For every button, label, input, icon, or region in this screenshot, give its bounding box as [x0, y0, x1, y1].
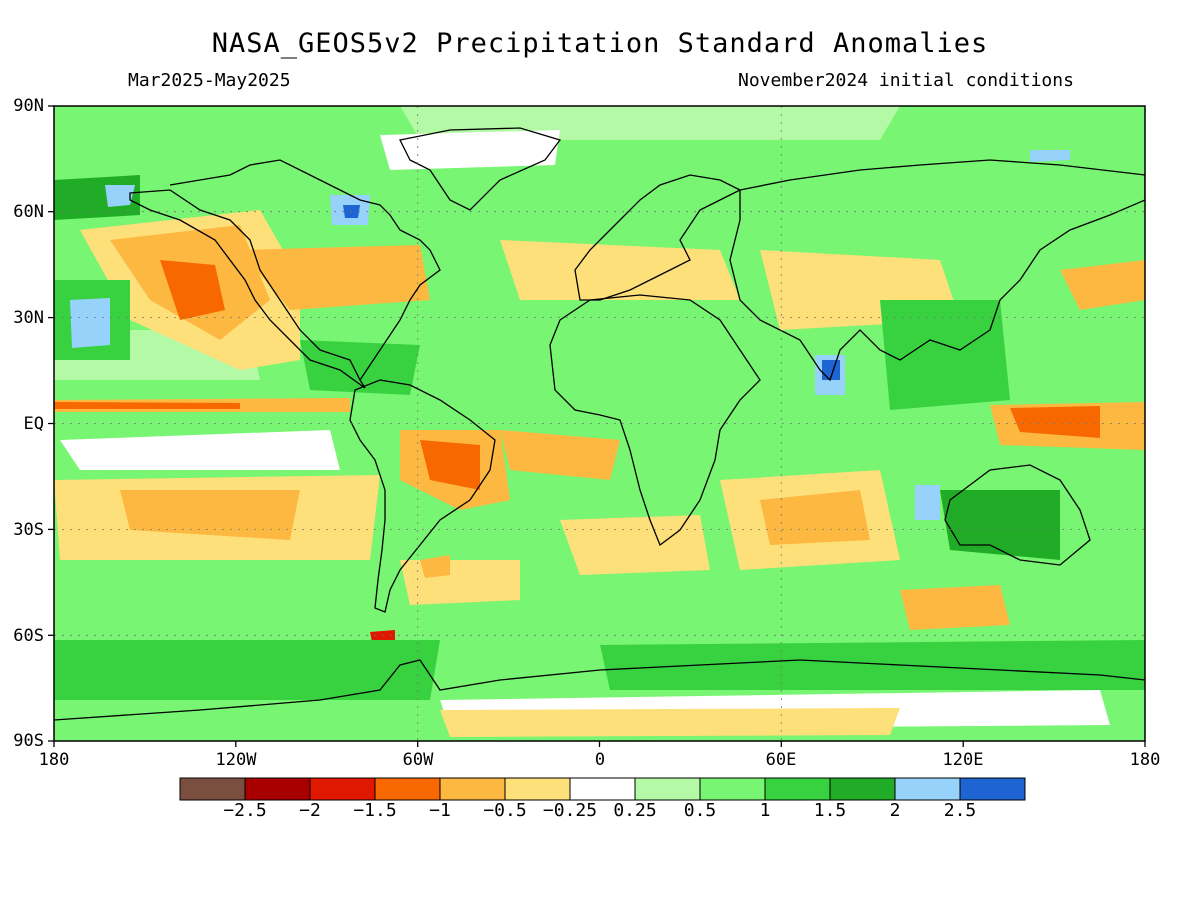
colorbar-swatch	[959, 777, 1026, 801]
colorbar-swatch	[244, 777, 311, 801]
lat-label-90s: 90S	[13, 731, 44, 751]
colorbar-swatch	[374, 777, 441, 801]
anomaly-patch	[120, 490, 300, 540]
lat-label-30n: 30N	[13, 308, 44, 328]
colorbar-label: 0.25	[613, 800, 657, 821]
anomaly-field	[54, 106, 1145, 741]
map-title: NASA_GEOS5v2 Precipitation Standard Anom…	[211, 28, 989, 59]
anomaly-patch	[54, 640, 440, 700]
anomaly-patch	[105, 185, 135, 207]
initial-conditions: November2024 initial conditions	[738, 70, 1074, 91]
colorbar-swatch	[634, 777, 701, 801]
lon-label-120w: 120W	[215, 750, 257, 770]
lat-label-60n: 60N	[13, 202, 44, 222]
anomaly-patch	[900, 585, 1010, 630]
anomaly-patch	[500, 430, 620, 480]
colorbar-label: 2.5	[943, 800, 977, 821]
colorbar-swatch	[894, 777, 961, 801]
colorbar-swatch	[699, 777, 766, 801]
colorbar-label: −2.5	[223, 800, 267, 821]
anomaly-patch	[420, 555, 450, 578]
colorbar-label: 0.5	[683, 800, 717, 821]
lat-label-60s: 60S	[13, 626, 44, 646]
lon-label-60w: 60W	[402, 750, 434, 770]
colorbar-swatch	[569, 777, 636, 801]
anomaly-patch	[560, 515, 710, 575]
lat-label-30s: 30S	[13, 520, 44, 540]
africa-coastline	[549, 294, 761, 547]
anomaly-patch	[760, 490, 870, 545]
lon-label-180w: 180	[38, 750, 70, 770]
lon-label-60e: 60E	[765, 750, 797, 770]
lon-label-120e: 120E	[942, 750, 984, 770]
anomaly-patch	[880, 300, 1010, 410]
anomaly-patch	[60, 430, 340, 470]
colorbar-swatch	[504, 777, 571, 801]
australia-coastline	[944, 464, 1091, 566]
colorbar-swatch	[179, 777, 246, 801]
south-america-coastline	[349, 379, 496, 613]
colorbar-label: 1.5	[813, 800, 847, 821]
colorbar-swatch	[829, 777, 896, 801]
forecast-period: Mar2025-May2025	[128, 70, 291, 91]
colorbar-label: −1	[429, 800, 451, 821]
axis-ticks	[48, 105, 1146, 747]
greenland-coastline	[399, 127, 562, 211]
graticule	[54, 106, 1145, 741]
north-america-coastline	[129, 189, 366, 389]
anomaly-patch	[440, 708, 900, 737]
colorbar-label: −2	[299, 800, 321, 821]
anomaly-patch	[940, 490, 1060, 560]
colorbar-swatch	[439, 777, 506, 801]
anomaly-patch	[380, 130, 560, 170]
anomaly-patch	[70, 298, 110, 348]
anomaly-patch	[600, 640, 1145, 690]
anomaly-patch	[370, 630, 395, 642]
anomaly-patch	[240, 245, 430, 310]
asia-coastline	[729, 159, 1145, 382]
colorbar-label: 1	[759, 800, 771, 821]
colorbar-label: 2	[889, 800, 901, 821]
anomaly-patch	[420, 440, 480, 490]
anomaly-patch	[1010, 406, 1100, 438]
colorbar-swatch	[764, 777, 831, 801]
lat-label-eq: EQ	[23, 414, 44, 434]
lat-label-90n: 90N	[13, 96, 44, 116]
colorbar	[179, 777, 1026, 801]
colorbar-label: −0.5	[483, 800, 527, 821]
anomaly-patch	[160, 260, 225, 320]
lon-label-0: 0	[594, 750, 606, 770]
anomaly-patch	[1030, 150, 1070, 162]
anomaly-patch	[400, 560, 520, 605]
anomaly-patch	[54, 402, 240, 409]
anomaly-patch	[915, 485, 940, 520]
colorbar-swatch	[309, 777, 376, 801]
anomaly-patch	[500, 240, 740, 300]
anomaly-patch	[1060, 260, 1145, 310]
lon-label-180e: 180	[1129, 750, 1161, 770]
coastlines	[54, 127, 1145, 721]
antarctica-coastline	[54, 659, 1145, 721]
colorbar-label: −1.5	[353, 800, 397, 821]
north-america-east-coastline	[169, 159, 441, 381]
colorbar-label: −0.25	[542, 800, 598, 821]
